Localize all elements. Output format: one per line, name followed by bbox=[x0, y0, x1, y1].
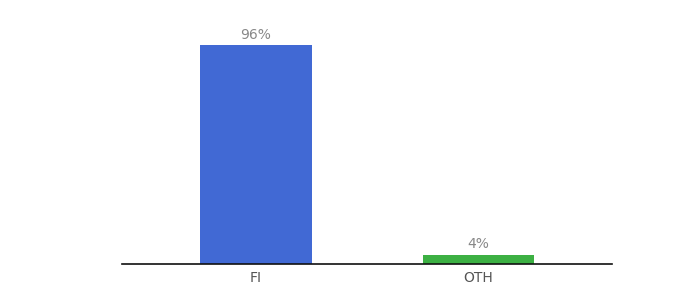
Text: 96%: 96% bbox=[241, 28, 271, 42]
Bar bbox=[201, 45, 311, 264]
Text: 4%: 4% bbox=[468, 238, 490, 251]
Bar bbox=[423, 255, 534, 264]
